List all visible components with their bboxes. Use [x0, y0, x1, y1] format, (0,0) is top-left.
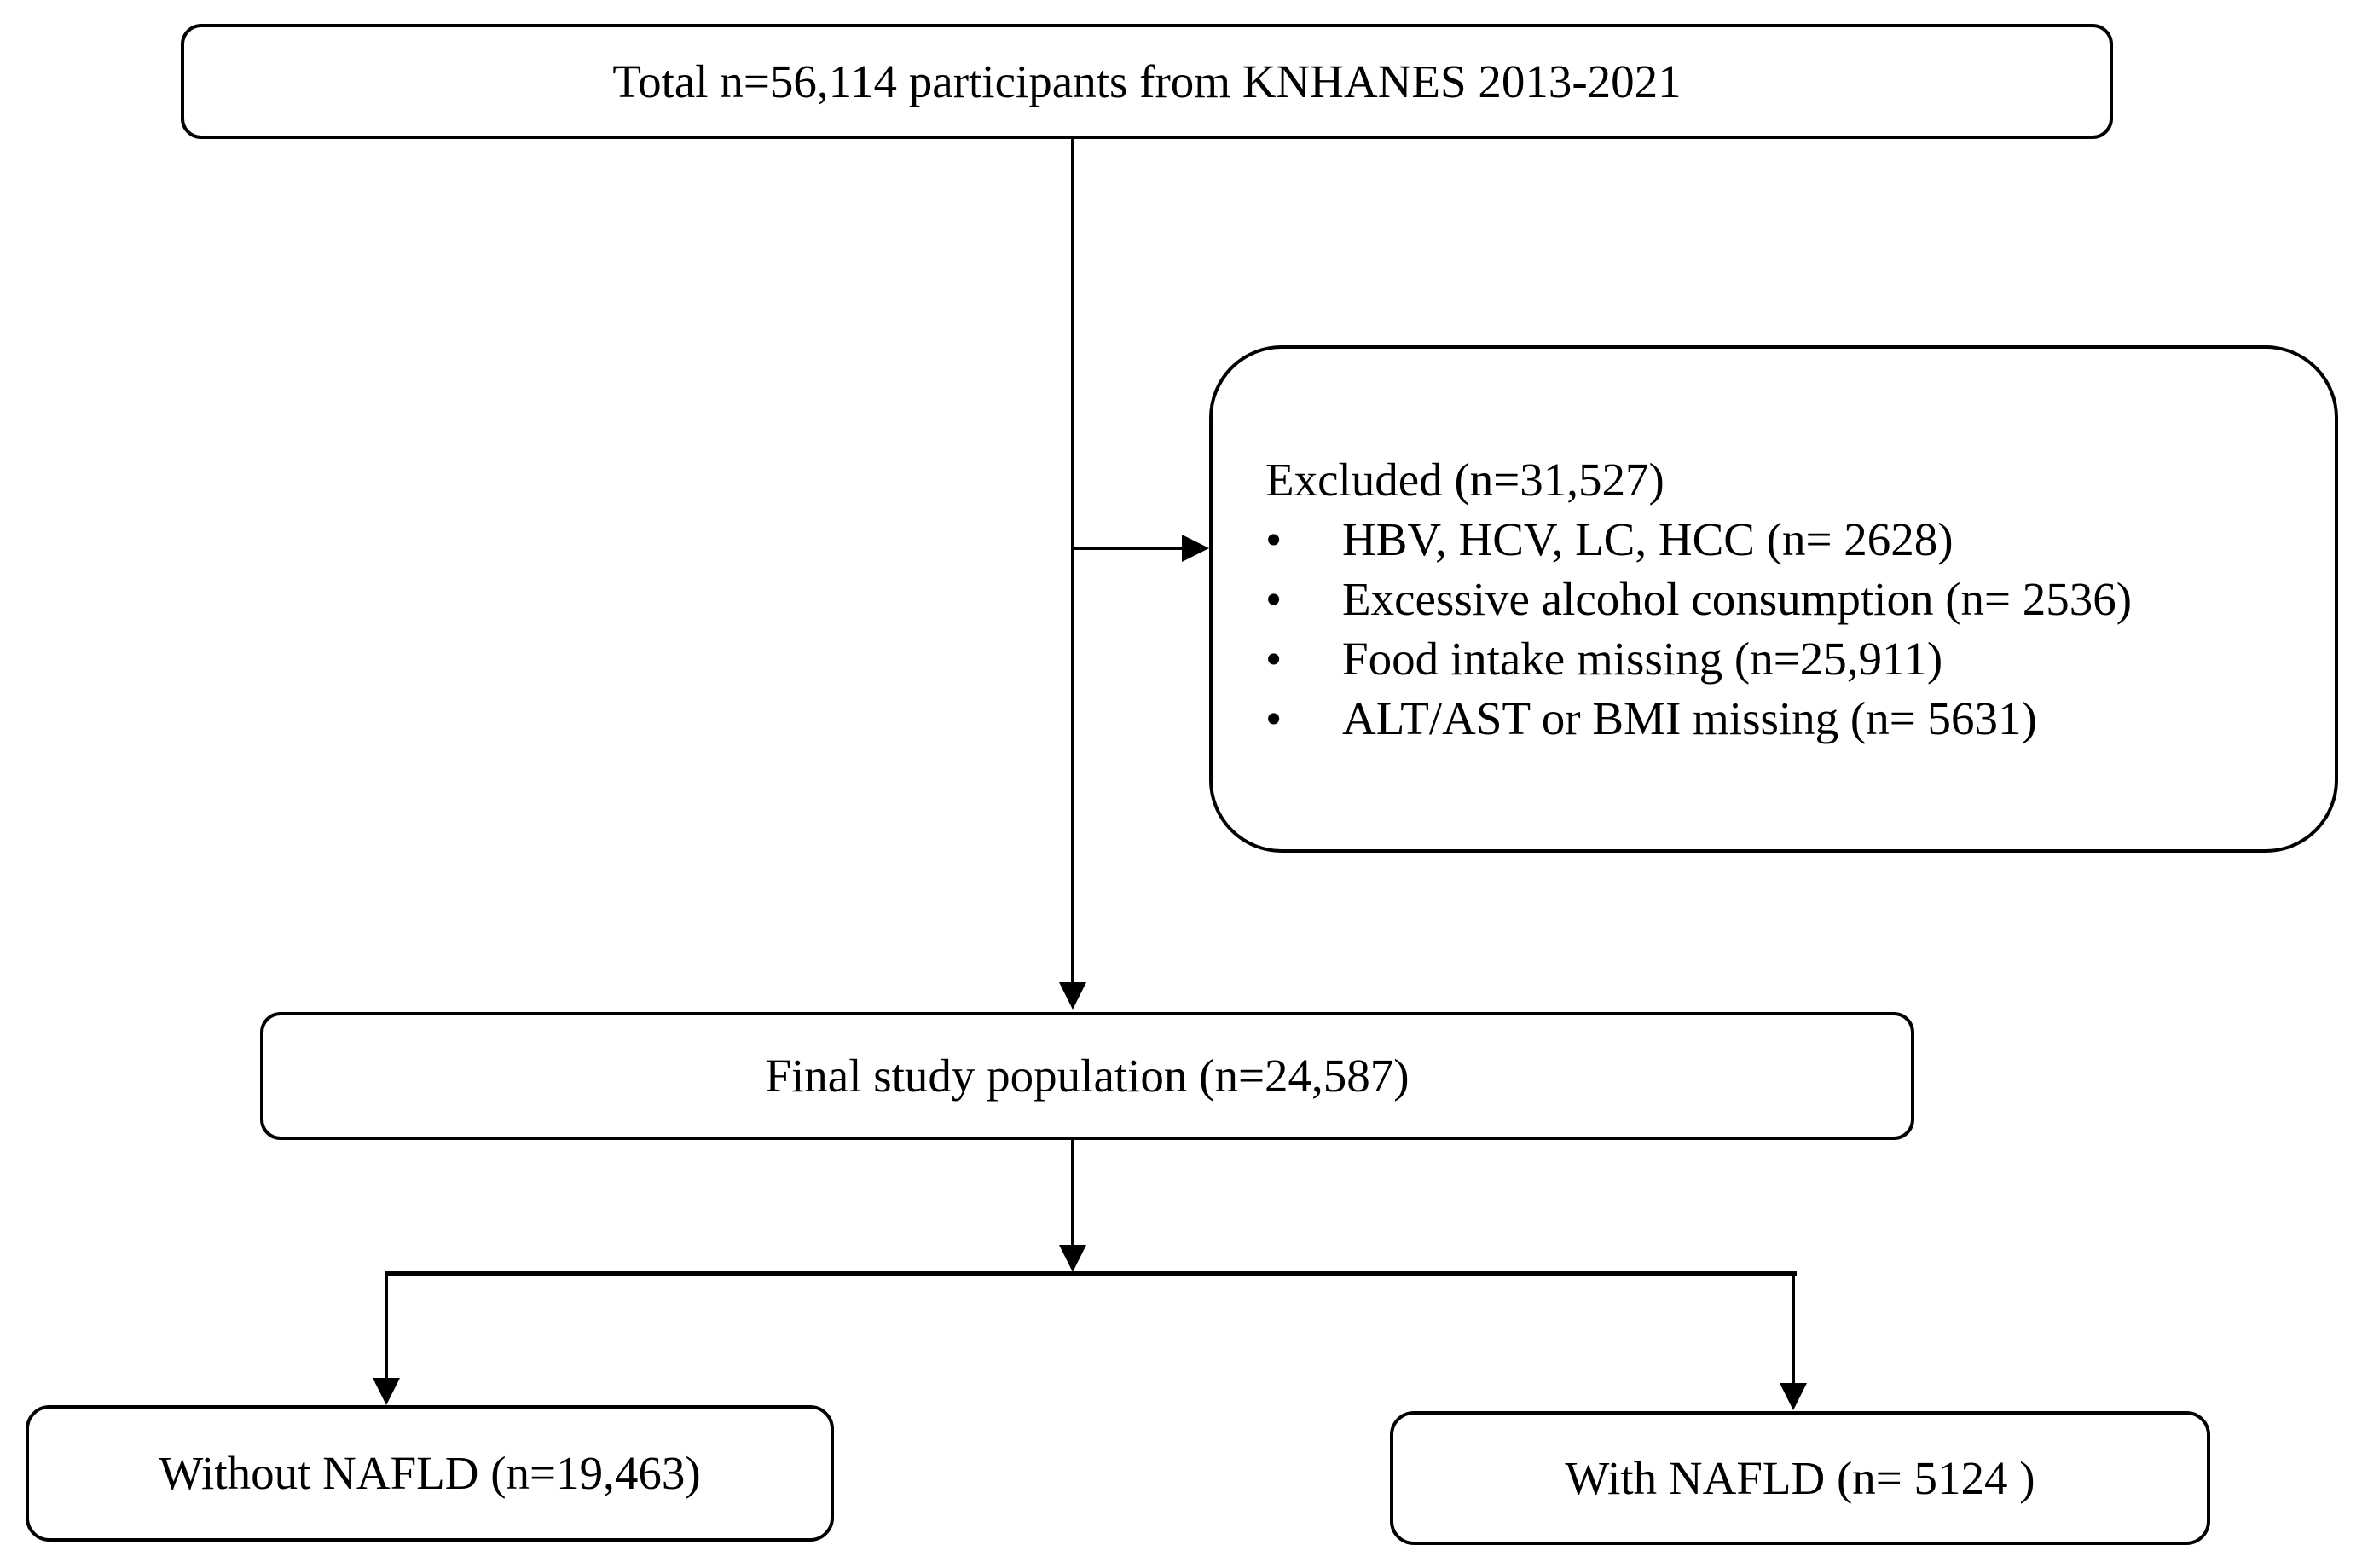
connector-branch-to-without-nafld — [385, 1276, 388, 1380]
connector-to-excluded — [1073, 547, 1184, 550]
excluded-item-label: HBV, HCV, LC, HCC (n= 2628) — [1342, 513, 1954, 565]
node-excluded: Excluded (n=31,527) • HBV, HCV, LC, HCC … — [1209, 345, 2338, 853]
excluded-item-label: Excessive alcohol consumption (n= 2536) — [1342, 573, 2133, 625]
node-total-participants: Total n=56,114 participants from KNHANES… — [181, 24, 2113, 139]
connector-final-to-branch — [1071, 1140, 1074, 1247]
branch-line — [385, 1271, 1797, 1276]
arrowhead-down-icon — [1059, 1245, 1086, 1272]
node-total-participants-label: Total n=56,114 participants from KNHANES… — [612, 55, 1682, 107]
connector-branch-to-with-nafld — [1792, 1276, 1795, 1385]
bullet-icon: • — [1265, 633, 1282, 685]
connector-total-to-final — [1071, 139, 1074, 983]
excluded-list-item: • Excessive alcohol consumption (n= 2536… — [1265, 570, 2309, 629]
excluded-item-label: Food intake missing (n=25,911) — [1342, 633, 1943, 685]
arrowhead-down-icon — [1780, 1383, 1807, 1410]
node-excluded-title: Excluded (n=31,527) — [1265, 454, 1664, 506]
node-final-population-label: Final study population (n=24,587) — [765, 1050, 1410, 1102]
excluded-list-item: • HBV, HCV, LC, HCC (n= 2628) — [1265, 510, 2309, 570]
excluded-list-item: • ALT/AST or BMI missing (n= 5631) — [1265, 689, 2309, 749]
arrowhead-down-icon — [373, 1378, 400, 1405]
excluded-list-item: • Food intake missing (n=25,911) — [1265, 629, 2309, 689]
excluded-item-label: ALT/AST or BMI missing (n= 5631) — [1342, 692, 2037, 744]
node-without-nafld-label: Without NAFLD (n=19,463) — [159, 1447, 701, 1499]
node-without-nafld: Without NAFLD (n=19,463) — [26, 1405, 834, 1542]
bullet-icon: • — [1265, 513, 1282, 565]
arrowhead-down-icon — [1059, 982, 1086, 1010]
node-final-population: Final study population (n=24,587) — [260, 1012, 1914, 1140]
arrowhead-right-icon — [1182, 535, 1209, 562]
node-with-nafld-label: With NAFLD (n= 5124 ) — [1565, 1451, 2035, 1504]
bullet-icon: • — [1265, 692, 1282, 744]
bullet-icon: • — [1265, 573, 1282, 625]
node-with-nafld: With NAFLD (n= 5124 ) — [1390, 1411, 2210, 1545]
